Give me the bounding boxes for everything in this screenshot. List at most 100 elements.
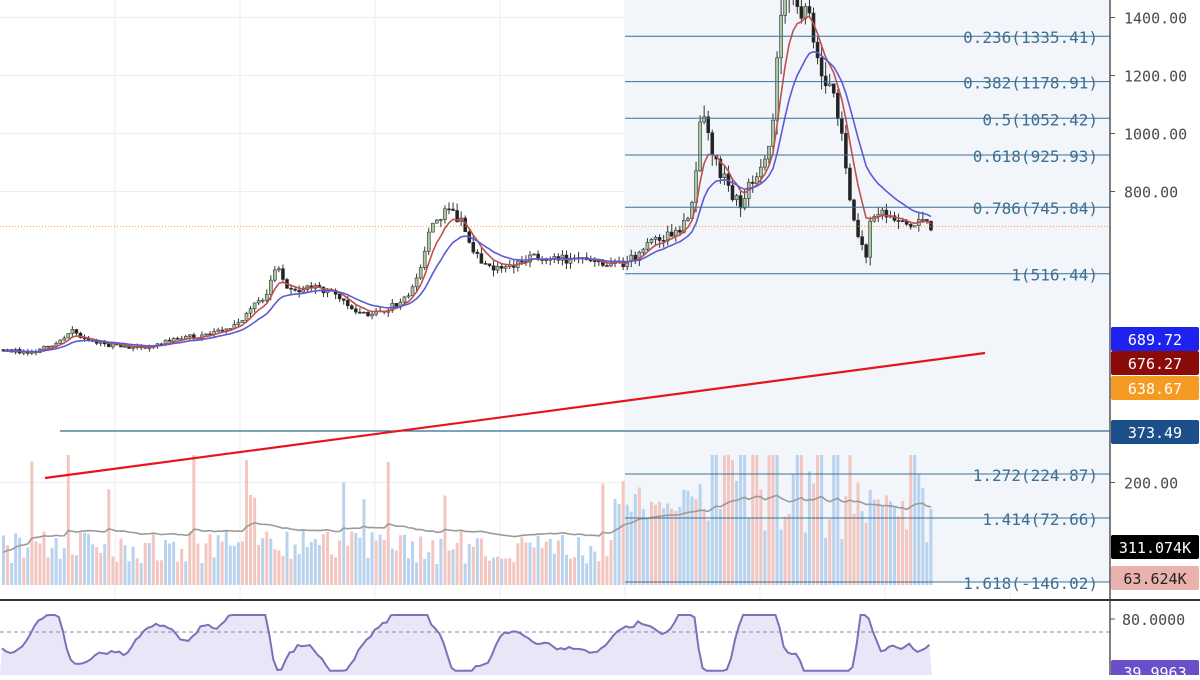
candle-body [107, 343, 111, 348]
volume-bar [184, 561, 188, 585]
candle-body [281, 268, 285, 280]
volume-bar [18, 537, 22, 585]
candle-body [710, 132, 715, 156]
price-badge: 63.624K [1111, 566, 1199, 590]
volume-bar [706, 520, 710, 585]
candle-body [641, 248, 646, 253]
volume-bar [402, 534, 406, 585]
volume-bar [888, 501, 892, 585]
volume-bar [500, 558, 504, 585]
volume-bar [739, 455, 743, 585]
volume-bar [593, 551, 597, 585]
volume-bar [662, 508, 666, 585]
volume-bar [91, 544, 95, 585]
volume-bar [714, 455, 718, 585]
volume-bar [759, 489, 763, 585]
volume-bar [366, 557, 370, 585]
volume-bar [467, 543, 471, 585]
axis-tick-label: 1400.00 [1124, 10, 1187, 28]
volume-bar [14, 533, 18, 585]
volume-bar [188, 531, 192, 585]
candle-body [402, 296, 407, 303]
candle-body [491, 265, 496, 271]
volume-bar [46, 557, 50, 585]
volume-bar [917, 474, 921, 585]
candle-body [742, 198, 747, 209]
candle-body [297, 289, 301, 293]
volume-bar [277, 550, 281, 585]
candle-body [759, 166, 763, 178]
volume-bar [301, 530, 305, 585]
candle-body [823, 75, 828, 87]
candle-body [471, 242, 476, 253]
volume-bar [560, 534, 564, 585]
volume-bar [362, 499, 366, 585]
volume-bar [702, 508, 706, 585]
volume-bar [34, 541, 38, 585]
volume-bar [269, 538, 273, 585]
volume-bar [164, 540, 167, 585]
volume-bar [747, 517, 751, 585]
volume-bar [496, 556, 500, 585]
volume-bar [224, 531, 228, 585]
candle-body [410, 286, 415, 297]
volume-bar [536, 535, 540, 585]
axis-tick-label: 1000.00 [1124, 126, 1187, 144]
candle-body [435, 219, 439, 224]
volume-bar [6, 545, 10, 585]
candle-body [74, 329, 79, 334]
volume-bar [131, 546, 135, 585]
fibonacci-level-label: 0.5(1052.42) [982, 110, 1098, 129]
candle-body [657, 237, 662, 241]
candle-body [844, 133, 848, 169]
volume-bar [690, 496, 694, 585]
volume-bar [285, 531, 289, 585]
volume-bar [876, 499, 880, 585]
volume-bar [613, 498, 617, 585]
volume-bar [710, 455, 714, 585]
volume-bar [236, 542, 240, 585]
volume-bar [658, 501, 662, 585]
volume-bar [771, 455, 775, 585]
volume-bar [123, 545, 127, 585]
volume-bar [601, 483, 605, 585]
volume-bar [617, 503, 621, 585]
volume-bar [293, 544, 297, 585]
candle-body [171, 337, 176, 342]
volume-bar [544, 541, 548, 585]
candle-body [188, 334, 192, 337]
candle-body [252, 302, 257, 310]
candle-body [775, 57, 779, 121]
volume-bar [439, 538, 443, 585]
candle-body [345, 300, 350, 307]
candle-body [370, 313, 374, 317]
volume-bar [463, 563, 467, 585]
volume-bars [2, 455, 933, 585]
volume-bar [775, 455, 779, 585]
candle-body [46, 345, 50, 348]
volume-bar [828, 519, 832, 585]
volume-bar [504, 558, 508, 585]
candle-body [240, 319, 245, 323]
volume-bar [447, 550, 451, 585]
volume-bar [253, 497, 257, 585]
candle-body [495, 266, 500, 271]
candle-body [605, 265, 609, 267]
volume-bar [419, 536, 423, 585]
volume-bar [390, 548, 394, 585]
volume-bar [508, 558, 512, 585]
candle-body [860, 236, 864, 245]
candle-body [123, 346, 127, 348]
fibonacci-retracement: 0(1588.39)0.236(1335.41)0.382(1178.91)0.… [625, 28, 1110, 593]
volume-bar [844, 496, 848, 585]
candle-body [244, 312, 249, 321]
volume-bar [168, 543, 172, 585]
candle-body [880, 209, 885, 216]
volume-bar [564, 554, 568, 585]
candle-body [451, 208, 455, 211]
volume-bar [297, 553, 301, 585]
candle-body [362, 311, 366, 314]
candle-body [609, 263, 613, 267]
price-badge-label: 311.074K [1119, 539, 1191, 557]
